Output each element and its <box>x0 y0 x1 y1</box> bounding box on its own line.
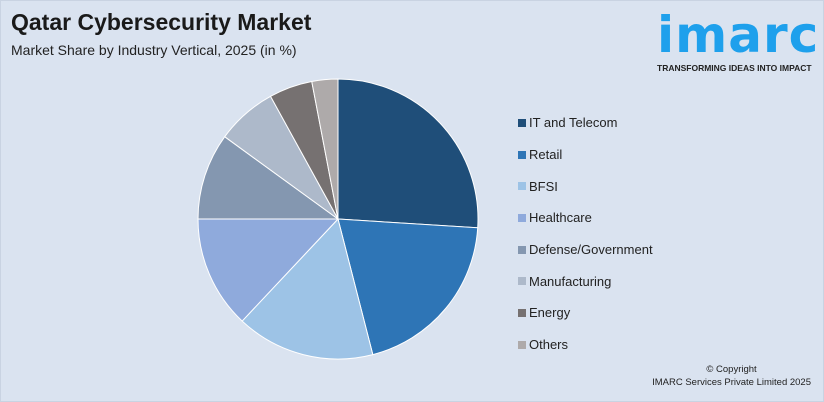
logo-word: imarc <box>657 6 820 64</box>
legend-item: Defense/Government <box>518 234 653 266</box>
copyright-label: © Copyright <box>706 364 757 375</box>
legend-swatch <box>518 308 526 317</box>
pie-slice-defense-government <box>197 136 340 220</box>
chart-subtitle: Market Share by Industry Vertical, 2025 … <box>11 42 297 58</box>
legend-swatch <box>518 245 526 254</box>
pie-slice-bfsi <box>241 217 374 360</box>
pie-slice-healthcare <box>197 218 340 322</box>
legend-swatch <box>518 213 526 222</box>
legend-label: Healthcare <box>529 210 592 226</box>
legend-label: Manufacturing <box>529 273 612 289</box>
legend-label: Others <box>529 337 569 353</box>
legend-item: Energy <box>518 297 653 329</box>
pie-slice-it-and-telecom <box>337 78 479 229</box>
legend-label: BFSI <box>529 178 558 194</box>
legend-swatch <box>518 150 526 159</box>
legend-swatch <box>518 340 526 349</box>
legend-swatch <box>518 118 526 127</box>
legend-label: Defense/Government <box>529 242 653 258</box>
legend-label: IT and Telecom <box>529 115 618 131</box>
copyright: © Copyright IMARC Services Private Limit… <box>652 363 811 389</box>
legend-item: Others <box>518 329 653 361</box>
legend-item: Healthcare <box>518 202 653 234</box>
legend-item: Manufacturing <box>518 265 653 297</box>
legend-label: Energy <box>529 305 571 321</box>
legend-item: BFSI <box>518 170 653 202</box>
chart-title: Qatar Cybersecurity Market <box>11 9 312 35</box>
logo-tagline: TRANSFORMING IDEAS INTO IMPACT <box>657 63 812 73</box>
pie-slice-retail <box>337 218 479 356</box>
legend-item: Retail <box>518 139 653 171</box>
copyright-company: IMARC Services Private Limited 2025 <box>652 377 811 388</box>
legend-item: IT and Telecom <box>518 107 653 139</box>
legend-label: Retail <box>529 147 563 163</box>
pie-slice-others <box>311 78 339 220</box>
legend-swatch <box>518 277 526 286</box>
legend: IT and Telecom Retail BFSI Healthcare Defens… <box>518 107 653 361</box>
imarc-logo: imarc TRANSFORMING IDEAS INTO IMPACT <box>657 6 820 73</box>
legend-swatch <box>518 182 526 191</box>
